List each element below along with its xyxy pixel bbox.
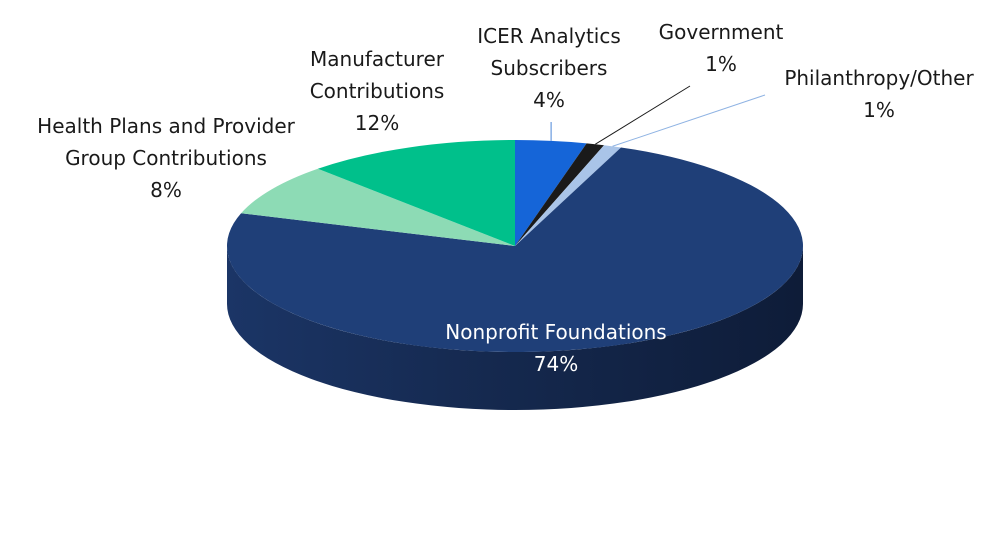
data-label-icer-analytics-subscribers: ICER Analytics Subscribers 4%: [477, 24, 621, 112]
data-label-philanthropy-other: Philanthropy/Other 1%: [784, 66, 974, 122]
category-label: ICER Analytics: [477, 24, 621, 48]
value-label: 12%: [355, 111, 399, 135]
category-label: Philanthropy/Other: [784, 66, 974, 90]
pie-depth: [227, 246, 803, 410]
pie-slice-health-plans-and-provider-group-contributions: [241, 168, 516, 246]
category-label: Government: [659, 20, 784, 44]
value-label: 1%: [863, 98, 895, 122]
category-label: Contributions: [310, 79, 445, 103]
pie-depth-side: [227, 246, 803, 410]
data-label-health-plans-and-provider-group-contributions: Health Plans and Provider Group Contribut…: [37, 114, 295, 202]
data-label-manufacturer-contributions: Manufacturer Contributions 12%: [310, 47, 445, 135]
pie-slice-government: [515, 143, 604, 246]
pie-slices: [227, 140, 804, 352]
value-label: 4%: [533, 88, 565, 112]
data-label-nonprofit-foundations: Nonprofit Foundations 74%: [445, 320, 666, 376]
category-label: Health Plans and Provider: [37, 114, 295, 138]
category-label: Subscribers: [491, 56, 608, 80]
data-labels: ICER AnalyticsSubscribers4%Government1%P…: [37, 20, 974, 376]
value-label: 8%: [150, 178, 182, 202]
leader-line-government: [595, 85, 691, 145]
data-label-government: Government 1%: [659, 20, 784, 76]
leader-line-philanthropy-other: [612, 94, 766, 147]
leader-lines: [550, 85, 766, 147]
category-label: Manufacturer: [310, 47, 445, 71]
pie-slice-manufacturer-contributions: [317, 140, 515, 246]
category-label: Nonprofit Foundations: [445, 320, 666, 344]
category-label: Group Contributions: [65, 146, 267, 170]
value-label: 1%: [705, 52, 737, 76]
pie-slice-icer-analytics-subscribers: [515, 140, 587, 246]
pie-slice-philanthropy-other: [515, 145, 622, 246]
pie-slice-nonprofit-foundations: [227, 147, 804, 352]
value-label: 74%: [534, 352, 578, 376]
